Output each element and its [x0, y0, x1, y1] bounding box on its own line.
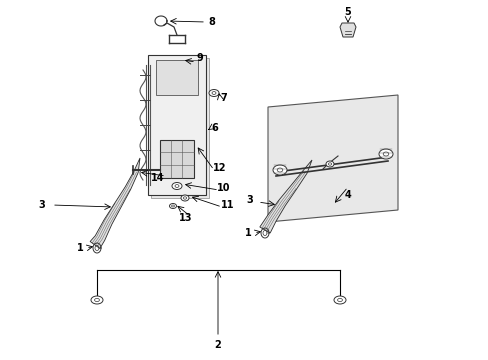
Ellipse shape [94, 298, 99, 302]
Ellipse shape [181, 195, 189, 201]
Text: 12: 12 [213, 163, 226, 173]
Text: 1: 1 [244, 228, 251, 238]
Text: 4: 4 [344, 190, 351, 200]
Ellipse shape [378, 149, 392, 159]
Ellipse shape [328, 163, 331, 165]
Ellipse shape [172, 183, 182, 189]
Ellipse shape [208, 90, 219, 96]
Ellipse shape [183, 197, 186, 199]
Text: 13: 13 [179, 213, 192, 223]
FancyBboxPatch shape [148, 55, 205, 195]
Text: 2: 2 [214, 340, 221, 350]
Ellipse shape [212, 91, 216, 94]
FancyBboxPatch shape [156, 60, 198, 95]
Text: 11: 11 [221, 200, 234, 210]
Polygon shape [90, 158, 140, 248]
Text: 6: 6 [211, 123, 218, 133]
Text: 14: 14 [151, 173, 164, 183]
Text: 3: 3 [246, 195, 253, 205]
Text: 8: 8 [208, 17, 215, 27]
Ellipse shape [277, 168, 282, 172]
Ellipse shape [337, 298, 342, 302]
Ellipse shape [333, 296, 346, 304]
Ellipse shape [171, 205, 174, 207]
Ellipse shape [383, 152, 388, 156]
Text: 3: 3 [39, 200, 45, 210]
Text: 7: 7 [220, 93, 227, 103]
Polygon shape [267, 95, 397, 222]
Polygon shape [259, 160, 311, 233]
Ellipse shape [325, 161, 333, 167]
Ellipse shape [272, 165, 286, 175]
Text: 9: 9 [196, 53, 203, 63]
Text: 10: 10 [217, 183, 230, 193]
Ellipse shape [175, 185, 179, 188]
Text: 1: 1 [77, 243, 83, 253]
FancyBboxPatch shape [151, 58, 208, 198]
Ellipse shape [169, 203, 176, 208]
Ellipse shape [91, 296, 103, 304]
FancyBboxPatch shape [160, 140, 194, 178]
Text: 5: 5 [344, 7, 351, 17]
Polygon shape [339, 23, 355, 37]
